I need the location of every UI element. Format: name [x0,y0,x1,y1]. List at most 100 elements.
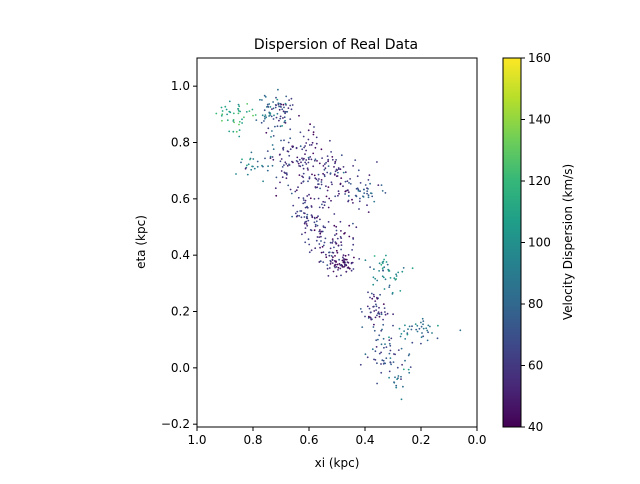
scatter-point [373,255,376,257]
scatter-point [304,231,307,234]
scatter-point [388,376,390,379]
scatter-point [335,225,338,228]
scatter-point [289,148,292,151]
scatter-point [331,156,334,158]
scatter-point [300,161,302,164]
scatter-point [274,106,277,109]
scatter-point [344,180,347,183]
scatter-point [284,122,287,124]
scatter-point [384,278,387,281]
scatter-point [334,266,336,269]
scatter-point [322,244,325,247]
scatter-point [402,385,404,388]
scatter-point [314,247,317,250]
scatter-point [317,180,319,182]
scatter-point [382,337,385,340]
scatter-point [326,267,329,270]
scatter-point [393,277,396,280]
scatter-point [324,226,327,229]
scatter-point [427,331,429,334]
scatter-point [366,190,369,193]
scatter-point [395,386,398,389]
scatter-point [358,208,360,210]
scatter-point [366,305,369,308]
scatter-point [315,220,318,223]
scatter-point [282,148,285,151]
scatter-point [350,261,353,264]
scatter-point [354,159,357,162]
scatter-point [281,125,283,127]
scatter-point [319,218,321,221]
scatter-point [348,235,351,238]
scatter-point [296,214,299,217]
scatter-point [376,161,378,163]
scatter-point [402,267,405,269]
scatter-point [393,381,396,384]
scatter-point [314,146,317,149]
scatter-point [320,240,322,242]
scatter-point [331,238,334,241]
scatter-point [241,118,243,121]
scatter-point [374,277,377,280]
scatter-point [271,156,274,158]
scatter-point [344,258,347,261]
y-tick-label: 0.8 [171,136,190,150]
scatter-point [270,115,273,118]
scatter-point [286,110,289,113]
scatter-point [307,161,310,164]
y-tick-label: 0.4 [171,248,190,262]
scatter-point [333,166,335,168]
scatter-point [259,98,261,101]
scatter-point [319,232,322,235]
scatter-point [400,347,403,350]
scatter-point [290,108,293,111]
scatter-point [285,95,288,98]
scatter-point [382,303,385,305]
scatter-point [240,161,242,164]
scatter-point [385,254,387,257]
scatter-point [252,158,255,160]
scatter-point [351,249,353,251]
scatter-point [404,338,407,340]
scatter-point [373,268,375,271]
scatter-point [410,328,413,331]
scatter-point [325,185,327,188]
scatter-point [283,116,286,119]
scatter-point [309,123,311,126]
scatter-point [304,161,307,164]
scatter-point [342,185,344,188]
scatter-point [384,313,387,316]
scatter-point [284,119,286,122]
scatter-point [332,251,335,254]
scatter-point [305,149,307,152]
scatter-point [418,327,421,330]
scatter-point [381,190,384,192]
scatter-point [250,168,253,171]
scatter-point [272,135,275,137]
x-tick-label: 1.0 [187,433,206,447]
scatter-point [397,375,400,377]
scatter-point [283,164,285,167]
scatter-point [340,237,343,240]
scatter-point [323,241,326,244]
scatter-point [326,171,329,174]
scatter-point [221,113,224,116]
scatter-point [323,174,326,176]
scatter-point [246,164,248,167]
scatter-point [401,270,404,273]
scatter-point [388,286,391,288]
scatter-point [367,196,370,199]
scatter-point [374,350,377,353]
scatter-point [299,145,302,148]
scatter-point [376,382,378,385]
scatter-point [325,253,327,256]
scatter-point [352,222,354,225]
scatter-point [308,251,311,254]
scatter-point [249,158,251,161]
scatter-point [275,176,278,179]
scatter-point [309,229,312,231]
scatter-point [352,243,355,246]
scatter-point [338,192,340,195]
scatter-point [272,107,275,110]
scatter-point [366,192,368,195]
